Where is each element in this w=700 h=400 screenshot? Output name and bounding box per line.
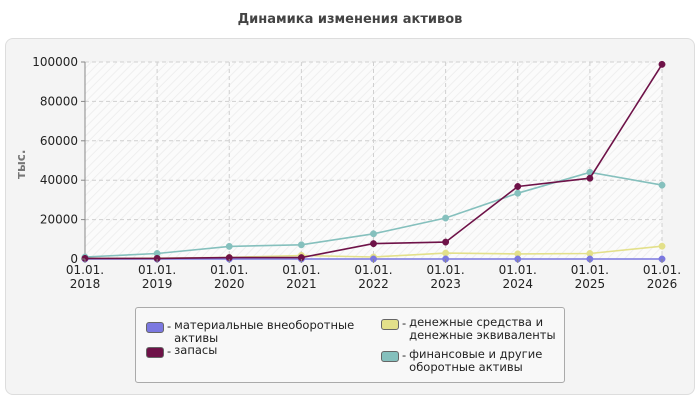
y-tick-label: 80000	[40, 94, 78, 108]
chart-legend: - материальные внеоборотные активы - зап…	[135, 307, 565, 383]
x-tick-label: 01.01. 2023	[427, 263, 465, 291]
series-point-3[interactable]	[297, 241, 305, 249]
series-point-3[interactable]	[514, 189, 522, 197]
series-point-3[interactable]	[658, 181, 666, 189]
series-point-2[interactable]	[442, 249, 450, 257]
x-tick-label: 01.01. 2026	[643, 263, 681, 291]
y-tick-label: 20000	[40, 213, 78, 227]
legend-item-inventory[interactable]: - запасы	[146, 344, 356, 358]
legend-item-cash[interactable]: - денежные средства и денежные эквивален…	[381, 316, 561, 342]
legend-label-inventory: запасы	[174, 343, 218, 357]
legend-swatch-fixed-assets	[146, 322, 164, 333]
x-tick-label: 01.01. 2020	[210, 263, 248, 291]
legend-label-fixed-assets: материальные внеоборотные активы	[174, 318, 355, 345]
legend-swatch-inventory	[146, 347, 164, 358]
x-tick-label: 01.01. 2024	[499, 263, 537, 291]
legend-label-financial-assets: финансовые и другие оборотные активы	[409, 347, 543, 374]
y-tick-label: 0	[70, 252, 78, 266]
y-tick-label: 60000	[40, 134, 78, 148]
series-point-1[interactable]	[442, 238, 450, 246]
legend-swatch-financial-assets	[381, 351, 399, 362]
x-tick-label: 01.01. 2021	[282, 263, 320, 291]
x-tick-label: 01.01. 2019	[138, 263, 176, 291]
chart-title: Динамика изменения активов	[237, 12, 463, 27]
series-point-1[interactable]	[514, 183, 522, 190]
legend-label-cash: денежные средства и денежные эквиваленты	[409, 315, 556, 342]
series-point-3[interactable]	[225, 242, 233, 250]
series-point-1[interactable]	[370, 240, 377, 248]
y-tick-label: 40000	[40, 173, 78, 187]
y-axis-label: тыс.	[14, 149, 28, 179]
legend-item-fixed-assets[interactable]: - материальные внеоборотные активы	[146, 319, 356, 345]
legend-swatch-cash	[381, 319, 399, 330]
series-point-1[interactable]	[658, 60, 666, 68]
series-point-3[interactable]	[442, 214, 450, 222]
series-point-1[interactable]	[586, 174, 594, 182]
legend-item-financial-assets[interactable]: - финансовые и другие оборотные активы	[381, 348, 561, 374]
x-tick-label: 01.01. 2025	[571, 263, 609, 291]
y-tick-label: 100000	[32, 55, 78, 69]
x-tick-label: 01.01. 2022	[354, 263, 392, 291]
series-point-3[interactable]	[370, 230, 377, 238]
x-tick-label: 01.01. 2018	[66, 263, 104, 291]
series-point-2[interactable]	[658, 242, 666, 250]
